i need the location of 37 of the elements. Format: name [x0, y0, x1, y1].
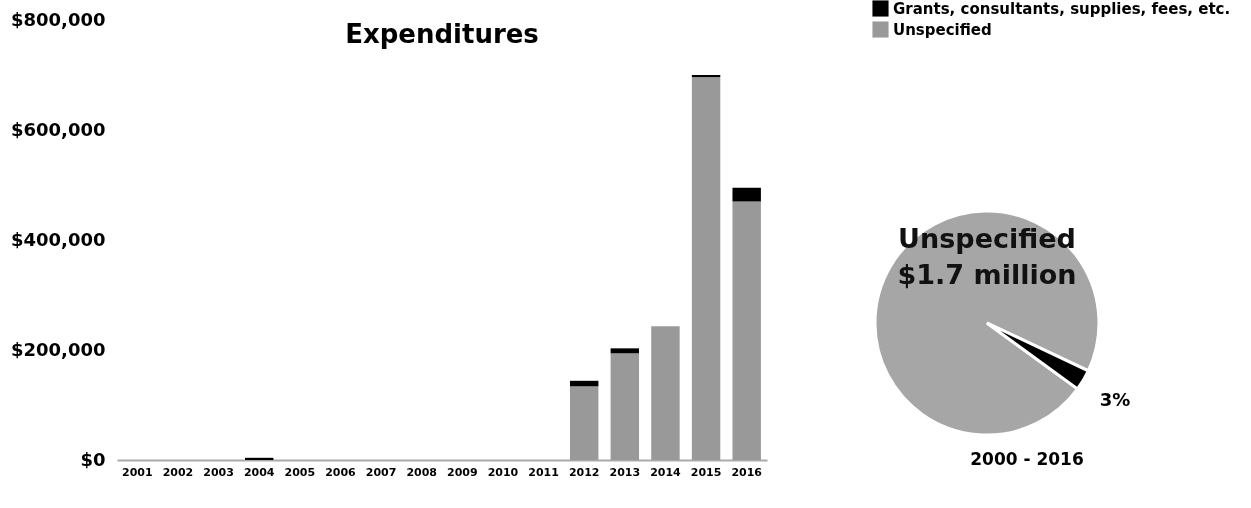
bar: [569, 380, 599, 387]
y-tick-label: $0: [80, 448, 106, 470]
bar: [732, 187, 761, 202]
x-tick-label: 2013: [609, 465, 641, 479]
bar: [610, 353, 640, 460]
x-tick-label: 2012: [568, 465, 600, 479]
x-tick-label: 2011: [528, 465, 559, 479]
y-tick-label: $400,000: [10, 228, 106, 250]
chart-title: Expenditures: [345, 19, 539, 49]
x-tick-label: 2008: [406, 465, 437, 479]
text: $1.7 million: [897, 259, 1077, 290]
x-tick-label: 2005: [284, 465, 316, 479]
bar: [569, 386, 599, 460]
x-tick-label: 2016: [731, 465, 763, 479]
bar: [732, 201, 761, 460]
bar: [691, 77, 721, 460]
x-tick-label: 2007: [365, 465, 397, 479]
pie-slice: [985, 321, 1090, 391]
x-tick-label: 2014: [650, 465, 682, 479]
x-tick-label: 2001: [122, 465, 153, 479]
y-tick-label: $800,000: [10, 8, 106, 30]
x-tick-label: 2010: [487, 465, 519, 479]
bar: [610, 348, 640, 354]
x-tick-label: 2006: [325, 465, 357, 479]
bar: [651, 326, 680, 460]
x-tick-label: 2009: [447, 465, 478, 479]
data-label: 3%: [1099, 389, 1131, 410]
x-tick-label: 2004: [243, 465, 275, 479]
x-tick-label: 2003: [203, 465, 234, 479]
y-tick-label: $600,000: [10, 118, 106, 140]
legend-label: Unspecified: [893, 20, 992, 39]
text: 2000 - 2016: [970, 449, 1084, 469]
pie-slice: [873, 209, 1101, 437]
x-tick-label: 2002: [162, 465, 194, 479]
x-tick-label: 2015: [690, 465, 722, 479]
legend-label: Grants, consultants, supplies, fees, etc.: [893, 0, 1231, 18]
y-tick-label: $200,000: [10, 338, 106, 360]
